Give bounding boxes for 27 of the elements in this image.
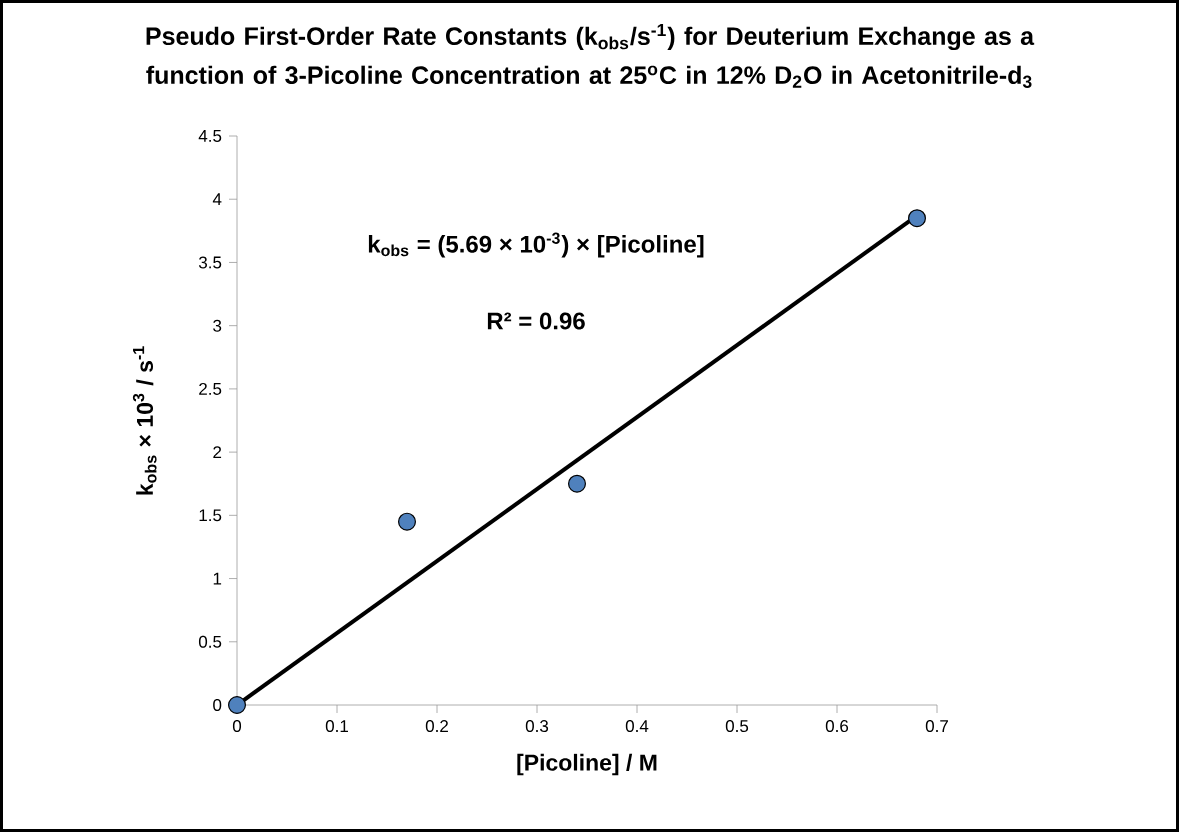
y-tick-label: 4 [212, 193, 222, 206]
point [398, 512, 416, 531]
point [908, 209, 926, 228]
point [568, 474, 586, 493]
x-tick-label: 0 [232, 720, 242, 733]
y-tick-label: 2.5 [199, 382, 222, 395]
y-tick-label: 3 [213, 319, 222, 332]
annotation: R² = 0.96 [487, 312, 585, 330]
y-tick-label: 3.5 [198, 256, 222, 269]
point [228, 696, 246, 714]
x-tick-label: 0.4 [625, 720, 649, 733]
x-tick-label: 0.5 [725, 720, 749, 733]
annotation: k$_{obs}$ = (5.69 × 10$^{-3}$) × [Picoline] [368, 232, 704, 258]
x-tick-label: 0.3 [525, 720, 549, 733]
y-axis-title: k$_{obs}$ × 10$^{3}$ / s$^{-1}$ [132, 346, 157, 495]
y-tick-label: 1 [213, 572, 222, 585]
x-tick-label: 0.6 [825, 720, 849, 733]
x-tick-label: 0.7 [925, 720, 948, 733]
x-tick-label: 0.2 [425, 720, 448, 733]
x-axis-title: [Picoline] / M [517, 753, 657, 776]
chart-title: Pseudo First-Order Rate Constants (k$_{obs}$/s$^{-1}$) for Deuterium Exchange as a function of 3-Picoline Concentration at 25$^{o}$C in 12% D$_{2}$O in Acetonitrile-d$_{3}$ [146, 24, 1035, 88]
x-tick-label: 0.1 [325, 720, 348, 733]
y-tick-label: 0 [213, 699, 222, 712]
y-tick-label: 1.5 [199, 509, 222, 522]
y-tick-label: 2 [213, 446, 222, 459]
y-tick-label: 4.5 [198, 130, 222, 142]
y-tick-label: 0.5 [198, 635, 222, 648]
